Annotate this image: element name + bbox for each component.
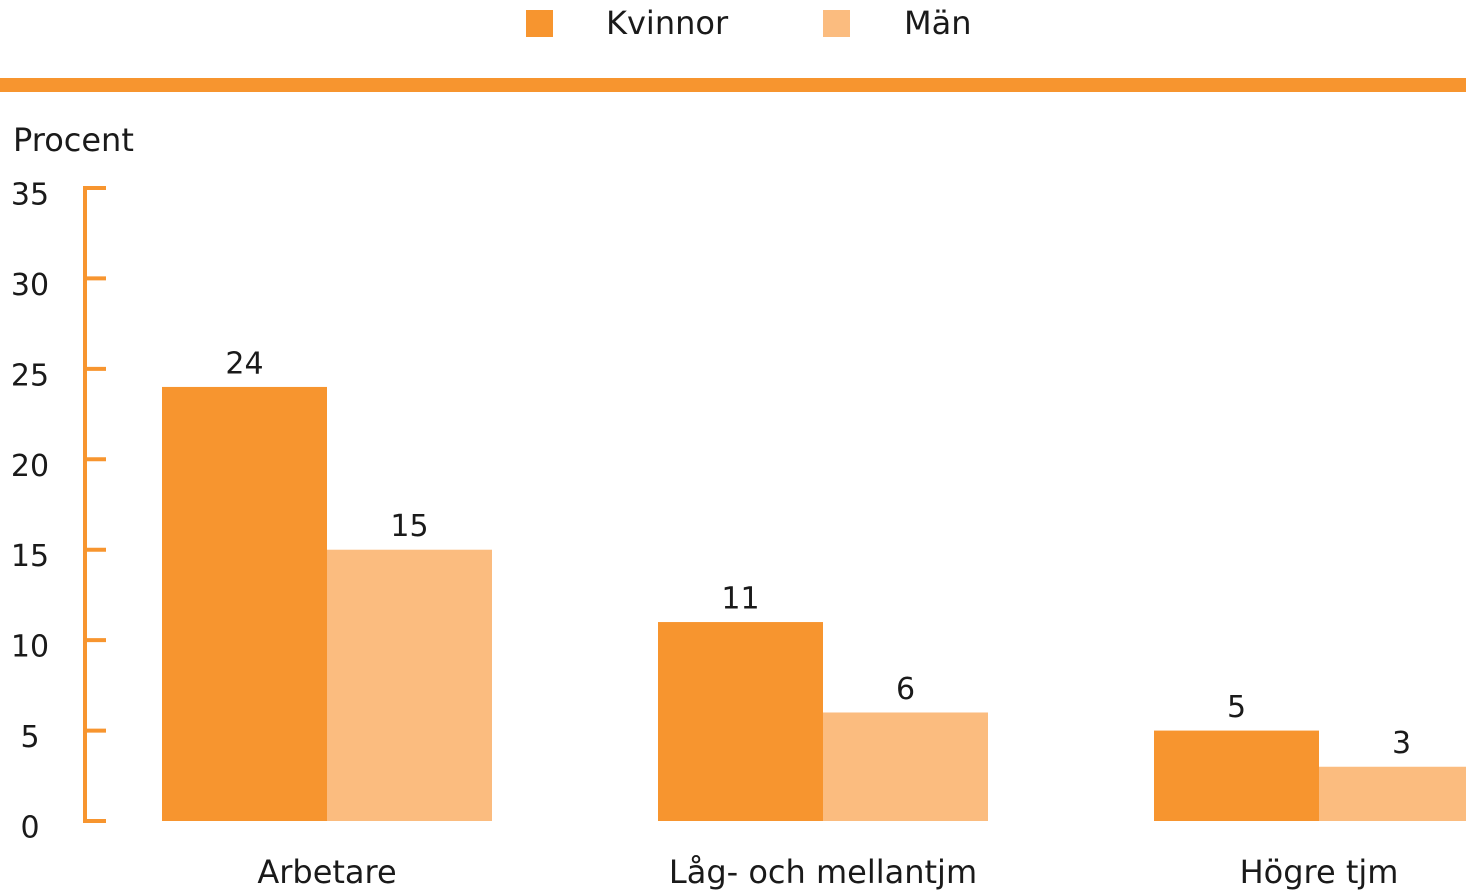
bar bbox=[162, 386, 327, 821]
y-tick-label: 25 bbox=[11, 358, 49, 393]
legend-label: Män bbox=[904, 4, 972, 42]
y-tick-label: 10 bbox=[11, 630, 49, 665]
bar bbox=[658, 622, 823, 821]
y-tick-label: 20 bbox=[11, 449, 49, 484]
bar bbox=[327, 549, 492, 821]
legend-swatch bbox=[823, 10, 850, 37]
bar bbox=[1319, 766, 1466, 821]
value-label: 24 bbox=[225, 346, 263, 381]
legend-label: Kvinnor bbox=[606, 4, 729, 42]
bar bbox=[823, 712, 988, 821]
x-tick-label: Arbetare bbox=[257, 853, 396, 891]
bar bbox=[1154, 730, 1319, 821]
y-tick-label: 0 bbox=[20, 811, 39, 846]
value-label: 5 bbox=[1227, 690, 1246, 725]
y-tick-label: 15 bbox=[11, 539, 49, 574]
y-axis-label: Procent bbox=[13, 121, 134, 159]
value-label: 11 bbox=[721, 582, 759, 617]
value-label: 15 bbox=[390, 509, 428, 544]
x-tick-label: Högre tjm bbox=[1240, 853, 1399, 891]
legend-swatch bbox=[526, 10, 553, 37]
y-tick-label: 5 bbox=[20, 720, 39, 755]
header-band bbox=[0, 78, 1466, 92]
value-label: 3 bbox=[1392, 726, 1411, 761]
y-tick-label: 35 bbox=[11, 178, 49, 213]
value-label: 6 bbox=[896, 672, 915, 707]
y-tick-label: 30 bbox=[11, 268, 49, 303]
x-tick-label: Låg- och mellantjm bbox=[669, 853, 977, 891]
